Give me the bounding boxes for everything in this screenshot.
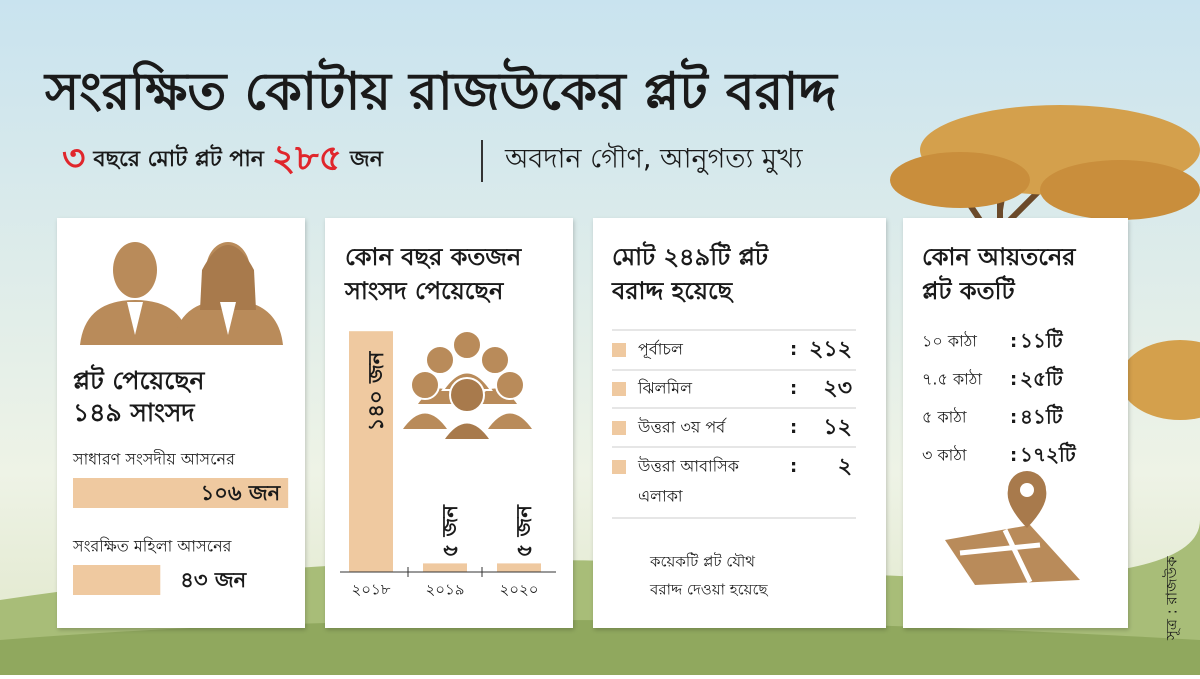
icon	[200, 245, 256, 310]
separator: :	[790, 378, 797, 399]
swatch	[612, 382, 626, 396]
subtitle-years: ৩	[62, 138, 85, 179]
row-name: পূর্বাচল	[638, 340, 684, 360]
icon	[452, 330, 482, 360]
row-name: উত্তরা ৩য় পর্ব	[637, 418, 727, 437]
card-heading: প্লট কতটি	[922, 275, 1015, 305]
icon	[480, 345, 510, 375]
separator: :	[790, 456, 797, 477]
icon	[441, 421, 493, 441]
row-count: ১২	[823, 415, 852, 440]
tree-canopy	[890, 152, 1030, 208]
x-tick-label: ২০১৮	[352, 581, 391, 599]
icon	[495, 370, 525, 400]
row-count: ২১২	[809, 337, 852, 362]
subtitle-text: বছরে মোট প্লট পান	[92, 144, 264, 172]
separator: :	[790, 417, 797, 438]
icon	[399, 411, 451, 431]
separator: :	[1010, 445, 1017, 466]
tree-canopy	[1040, 160, 1200, 220]
tree-canopy	[1120, 340, 1200, 420]
row-count: ১১টি	[1020, 328, 1064, 353]
icon	[220, 302, 236, 335]
row-count: ৪১টি	[1020, 404, 1064, 429]
bar	[423, 563, 467, 572]
subtitle-total: ২৮৫	[272, 138, 342, 179]
icon	[449, 377, 485, 413]
value-label: ৫ জন	[512, 504, 536, 558]
icon	[484, 411, 536, 431]
card	[57, 218, 305, 628]
separator: :	[1010, 331, 1017, 352]
title: সংরক্ষিত কোটায় রাজউকের প্লট বরাদ্দ	[43, 58, 838, 122]
icon	[959, 528, 1041, 584]
subtitle: ৩ বছরে মোট প্লট পান ২৮৫ জন	[62, 138, 384, 179]
subtitle-text: জন	[349, 147, 384, 172]
note: কয়েকটি প্লট যৌথ	[649, 553, 755, 571]
x-tick-label: ২০১৯	[426, 581, 465, 599]
row-name: এলাকা	[638, 487, 683, 506]
value-label: ৫ জন	[438, 504, 462, 558]
icon	[127, 302, 143, 335]
icon	[113, 242, 157, 298]
card	[593, 218, 886, 628]
value-label: ৪৩ জন	[180, 568, 247, 592]
swatch	[612, 460, 626, 474]
tagline: অবদান গৌণ, আনুগত্য মুখ্য	[504, 143, 804, 175]
bar	[349, 331, 393, 572]
card-heading: ১৪৯ সাংসদ	[73, 398, 195, 427]
bar-label: সংরক্ষিত মহিলা আসনের	[72, 537, 233, 556]
card-heading: প্লট পেয়েছেন	[73, 364, 205, 395]
bar	[73, 478, 289, 508]
separator: :	[1010, 407, 1017, 428]
row-name: ঝিলমিল	[637, 379, 693, 398]
icon	[945, 525, 1080, 585]
ground	[0, 620, 1200, 675]
bar	[497, 563, 541, 572]
value-label: ১০৬ জন	[201, 481, 282, 505]
tree	[890, 105, 1200, 420]
source: সূত্র : রাজউক	[1163, 556, 1182, 641]
row-name: ৩ কাঠা	[922, 446, 967, 465]
value-label: ১৪০ জন	[364, 350, 388, 431]
bar-label: সাধারণ সংসদীয় আসনের	[72, 450, 236, 469]
row-name: ১০ কাঠা	[922, 332, 977, 351]
note: বরাদ্দ দেওয়া হয়েছে	[649, 581, 769, 599]
card-heading: সাংসদ পেয়েছেন	[344, 277, 505, 305]
card-heading: বরাদ্দ হয়েছে	[611, 277, 735, 305]
icon	[410, 370, 440, 400]
swatch	[612, 421, 626, 435]
row-count: ২৫টি	[1020, 366, 1064, 391]
row-count: ১৭২টি	[1020, 442, 1077, 467]
card-heading: কোন বছর কতজন	[345, 243, 523, 271]
x-tick-label: ২০২০	[499, 581, 538, 599]
row-name: ৭.৫ কাঠা	[922, 370, 982, 389]
icon	[1007, 471, 1047, 528]
icon	[425, 345, 455, 375]
row-count: ২	[838, 454, 852, 479]
card-heading: মোট ২৪৯টি প্লট	[612, 241, 769, 271]
row-name: উত্তরা আবাসিক	[637, 457, 740, 476]
separator: :	[790, 339, 797, 360]
swatch	[612, 343, 626, 357]
row-name: ৫ কাঠা	[922, 408, 967, 427]
icon	[1020, 483, 1034, 497]
card-heading: কোন আয়তনের	[922, 243, 1076, 271]
separator: :	[1010, 369, 1017, 390]
row-count: ২৩	[823, 376, 852, 401]
bar	[73, 565, 161, 595]
